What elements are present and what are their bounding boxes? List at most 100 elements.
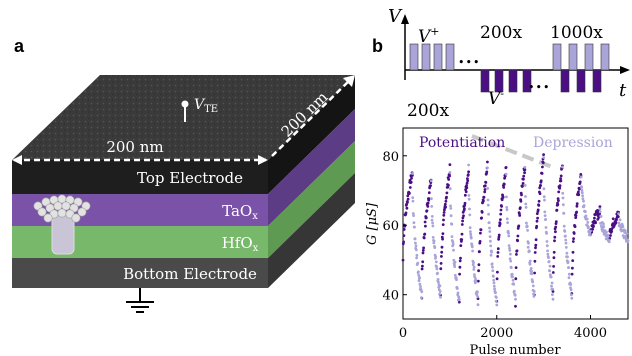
data-point — [456, 291, 460, 295]
data-point — [552, 256, 556, 260]
data-point — [539, 179, 543, 183]
data-point — [412, 221, 416, 225]
data-point — [582, 199, 585, 203]
data-point — [466, 177, 469, 181]
data-point — [577, 187, 581, 191]
data-point — [532, 295, 536, 298]
data-point — [497, 235, 501, 239]
data-point — [457, 298, 461, 301]
filament-stem — [51, 213, 75, 255]
data-point — [524, 195, 527, 198]
data-point — [546, 249, 549, 253]
data-point — [453, 265, 457, 268]
data-point — [569, 288, 573, 292]
data-point — [414, 248, 418, 252]
data-point — [469, 230, 472, 234]
data-point — [519, 199, 523, 203]
data-point — [456, 287, 459, 290]
data-point — [523, 165, 527, 169]
data-point — [505, 195, 508, 199]
label-bottom-electrode: Bottom Electrode — [123, 265, 257, 283]
data-point — [450, 235, 454, 239]
data-point — [462, 214, 465, 218]
data-point — [483, 190, 487, 194]
data-point — [550, 284, 553, 288]
data-point — [521, 182, 525, 185]
data-point — [507, 234, 511, 238]
data-point — [452, 248, 455, 252]
data-point — [536, 216, 539, 220]
data-point — [429, 184, 432, 188]
positive-pulse — [409, 43, 419, 71]
data-point — [445, 195, 448, 199]
data-point — [496, 255, 500, 258]
data-point — [557, 190, 561, 194]
layer-bottom-electrode — [12, 258, 268, 288]
data-point — [623, 229, 627, 233]
v-plus-label: V+ — [418, 25, 440, 47]
data-point — [410, 176, 413, 180]
data-point — [577, 190, 580, 194]
data-point — [585, 217, 589, 221]
chart-ticks: 0 2000 4000 40 60 80 — [382, 150, 607, 341]
data-point — [453, 260, 457, 264]
data-point — [442, 213, 446, 217]
negative-pulse — [508, 69, 518, 93]
data-point — [444, 199, 448, 203]
data-point — [420, 290, 424, 294]
data-point — [521, 184, 524, 188]
data-point — [413, 237, 417, 241]
data-point — [540, 172, 544, 175]
data-point — [531, 280, 535, 284]
data-point — [476, 295, 480, 299]
data-point — [434, 255, 438, 259]
chart-points — [401, 153, 630, 308]
data-point — [602, 225, 606, 229]
data-point — [530, 269, 533, 273]
data-point — [482, 195, 486, 199]
data-point — [502, 186, 506, 189]
positive-pulse — [584, 43, 594, 71]
data-point — [551, 293, 554, 296]
data-point — [411, 212, 415, 215]
data-point — [497, 233, 501, 237]
data-point — [448, 163, 452, 167]
data-point — [522, 177, 525, 181]
data-point — [509, 266, 513, 269]
data-point — [421, 249, 425, 252]
data-point — [426, 201, 430, 205]
data-point — [542, 187, 546, 191]
data-point — [442, 211, 446, 214]
data-point — [547, 256, 550, 259]
data-point — [486, 160, 489, 164]
plot-frame — [402, 127, 629, 320]
data-point — [535, 224, 539, 228]
data-point — [509, 259, 513, 263]
data-point — [440, 245, 444, 249]
negative-pulse — [522, 69, 532, 93]
data-point — [424, 216, 428, 220]
data-point — [509, 252, 512, 256]
data-point — [451, 240, 455, 244]
data-point — [541, 165, 544, 169]
data-point — [488, 226, 491, 230]
data-point — [551, 290, 555, 293]
data-point — [500, 205, 503, 208]
data-point — [534, 243, 538, 247]
y-tick-label: 60 — [382, 219, 399, 234]
positive-pulse — [568, 43, 578, 71]
data-point — [564, 246, 568, 249]
data-point — [484, 181, 488, 184]
data-point — [401, 258, 405, 262]
arrowhead-right — [258, 155, 268, 165]
v-minus-label: V- — [488, 87, 504, 109]
data-point — [449, 204, 452, 208]
data-point — [448, 174, 451, 178]
data-point — [624, 234, 628, 238]
pulse-scheme: V t V+ V- ••• ••• 200x 1000x 200x — [388, 6, 630, 121]
data-point — [473, 273, 476, 276]
data-point — [429, 179, 433, 183]
data-point — [480, 210, 484, 214]
data-point — [545, 232, 548, 235]
data-point — [528, 249, 531, 253]
